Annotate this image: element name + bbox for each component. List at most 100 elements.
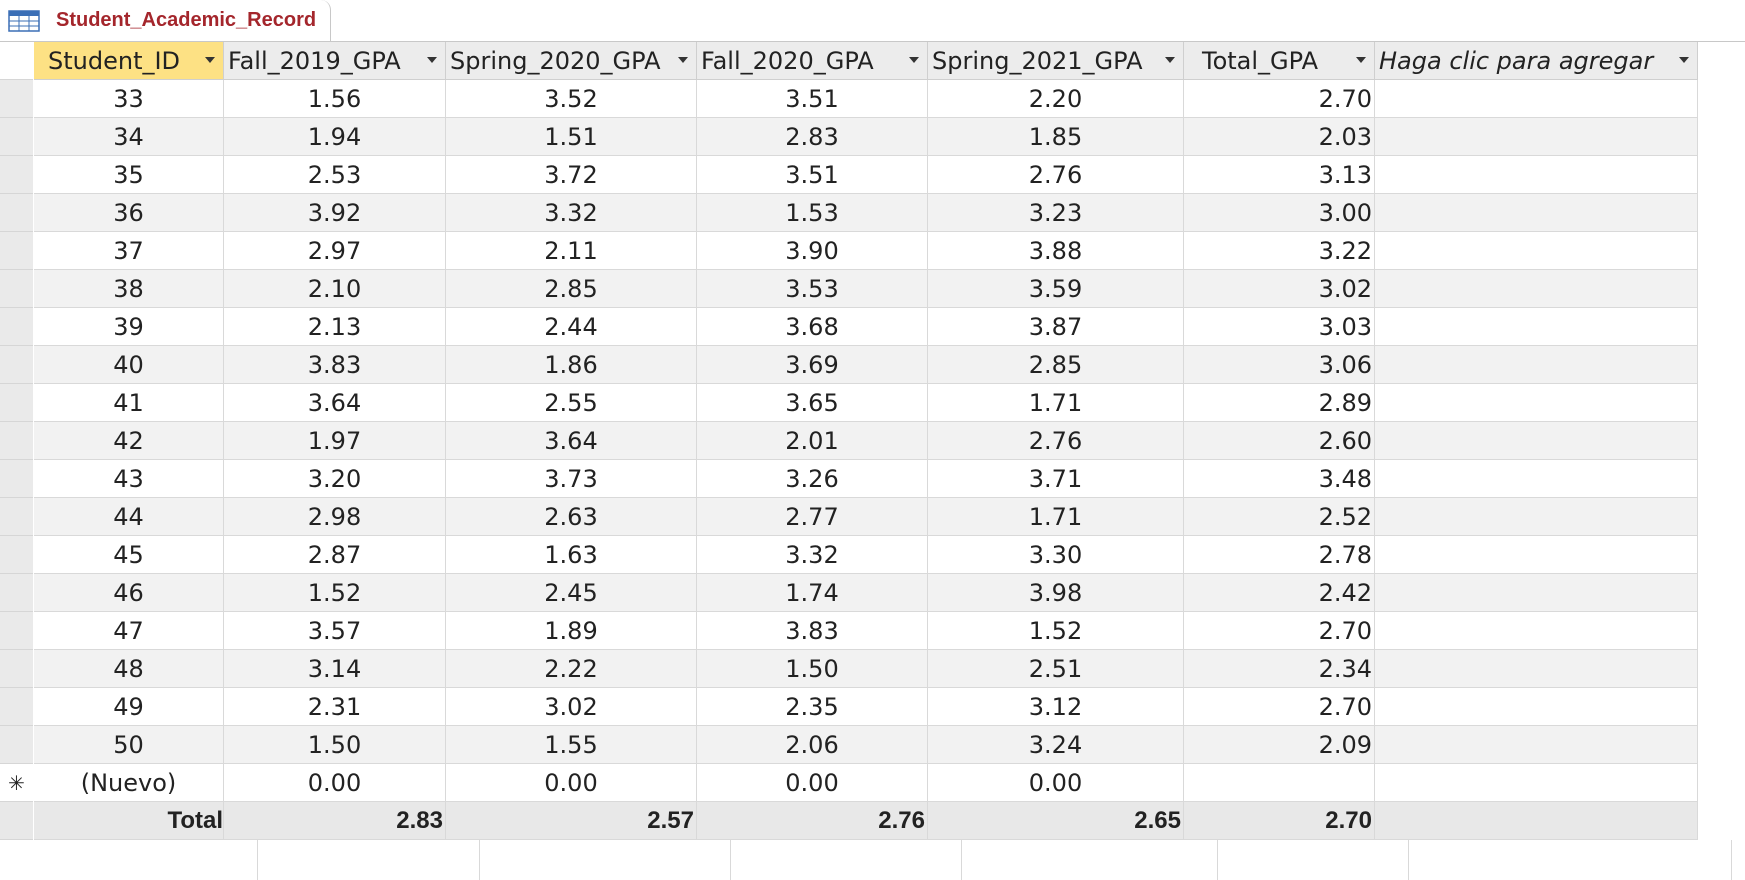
cell-student-id[interactable]: 34 — [34, 118, 224, 156]
cell-add-field[interactable] — [1375, 270, 1698, 308]
cell-add-field[interactable] — [1375, 422, 1698, 460]
cell-spring-2021-gpa[interactable]: 2.51 — [928, 650, 1184, 688]
cell-fall-2019-gpa[interactable]: 0.00 — [224, 764, 446, 802]
cell-fall-2019-gpa[interactable]: 2.87 — [224, 536, 446, 574]
cell-fall-2020-gpa[interactable]: 0.00 — [697, 764, 928, 802]
cell-fall-2020-gpa[interactable]: 3.32 — [697, 536, 928, 574]
record-selector[interactable] — [0, 536, 33, 574]
cell-spring-2021-gpa[interactable]: 3.30 — [928, 536, 1184, 574]
record-selector[interactable] — [0, 384, 33, 422]
cell-total-gpa[interactable] — [1184, 764, 1375, 802]
cell-spring-2020-gpa[interactable]: 1.55 — [446, 726, 697, 764]
cell-spring-2021-gpa[interactable]: 3.24 — [928, 726, 1184, 764]
cell-spring-2021-gpa[interactable]: 3.59 — [928, 270, 1184, 308]
cell-fall-2019-gpa[interactable]: 1.52 — [224, 574, 446, 612]
total-row-selector[interactable] — [0, 802, 33, 840]
column-header-add-field[interactable]: Haga clic para agregar — [1375, 42, 1698, 80]
cell-fall-2019-gpa[interactable]: 1.97 — [224, 422, 446, 460]
total-cell-add-field[interactable] — [1375, 802, 1698, 840]
cell-student-id[interactable]: 49 — [34, 688, 224, 726]
cell-total-gpa[interactable]: 3.13 — [1184, 156, 1375, 194]
cell-total-gpa[interactable]: 2.42 — [1184, 574, 1375, 612]
record-selector[interactable] — [0, 346, 33, 384]
chevron-down-icon[interactable] — [205, 57, 215, 63]
column-header-fall-2020-gpa[interactable]: Fall_2020_GPA — [697, 42, 928, 80]
chevron-down-icon[interactable] — [1356, 57, 1366, 63]
column-header-total-gpa[interactable]: Total_GPA — [1184, 42, 1375, 80]
record-selector[interactable] — [0, 460, 33, 498]
cell-fall-2019-gpa[interactable]: 3.92 — [224, 194, 446, 232]
cell-fall-2020-gpa[interactable]: 1.74 — [697, 574, 928, 612]
record-selector[interactable] — [0, 650, 33, 688]
record-selector[interactable] — [0, 232, 33, 270]
cell-add-field[interactable] — [1375, 308, 1698, 346]
cell-total-gpa[interactable]: 2.09 — [1184, 726, 1375, 764]
cell-fall-2019-gpa[interactable]: 2.10 — [224, 270, 446, 308]
cell-total-gpa[interactable]: 2.03 — [1184, 118, 1375, 156]
cell-spring-2020-gpa[interactable]: 3.64 — [446, 422, 697, 460]
cell-fall-2020-gpa[interactable]: 2.35 — [697, 688, 928, 726]
cell-student-id[interactable]: 33 — [34, 80, 224, 118]
cell-student-id[interactable]: 48 — [34, 650, 224, 688]
cell-spring-2020-gpa[interactable]: 1.86 — [446, 346, 697, 384]
cell-total-gpa[interactable]: 2.34 — [1184, 650, 1375, 688]
cell-student-id[interactable]: 35 — [34, 156, 224, 194]
record-selector[interactable] — [0, 270, 33, 308]
cell-add-field[interactable] — [1375, 650, 1698, 688]
cell-spring-2021-gpa[interactable]: 1.71 — [928, 384, 1184, 422]
cell-spring-2021-gpa[interactable]: 2.76 — [928, 422, 1184, 460]
cell-total-gpa[interactable]: 3.06 — [1184, 346, 1375, 384]
chevron-down-icon[interactable] — [427, 57, 437, 63]
total-cell-spring-2021-gpa[interactable]: 2.65 — [928, 802, 1184, 840]
chevron-down-icon[interactable] — [678, 57, 688, 63]
record-selector[interactable]: ✳ — [0, 764, 33, 802]
cell-spring-2020-gpa[interactable]: 2.85 — [446, 270, 697, 308]
cell-total-gpa[interactable]: 2.78 — [1184, 536, 1375, 574]
cell-student-id[interactable]: (Nuevo) — [34, 764, 224, 802]
record-selector[interactable] — [0, 498, 33, 536]
cell-fall-2020-gpa[interactable]: 3.51 — [697, 156, 928, 194]
cell-fall-2020-gpa[interactable]: 3.83 — [697, 612, 928, 650]
cell-total-gpa[interactable]: 3.22 — [1184, 232, 1375, 270]
cell-add-field[interactable] — [1375, 384, 1698, 422]
cell-spring-2020-gpa[interactable]: 2.55 — [446, 384, 697, 422]
document-tab[interactable]: Student_Academic_Record — [0, 0, 331, 42]
record-selector[interactable] — [0, 422, 33, 460]
cell-student-id[interactable]: 42 — [34, 422, 224, 460]
cell-fall-2019-gpa[interactable]: 1.56 — [224, 80, 446, 118]
cell-fall-2020-gpa[interactable]: 2.01 — [697, 422, 928, 460]
cell-spring-2020-gpa[interactable]: 2.11 — [446, 232, 697, 270]
cell-fall-2019-gpa[interactable]: 2.53 — [224, 156, 446, 194]
cell-add-field[interactable] — [1375, 232, 1698, 270]
chevron-down-icon[interactable] — [1165, 57, 1175, 63]
column-header-fall-2019-gpa[interactable]: Fall_2019_GPA — [224, 42, 446, 80]
cell-spring-2020-gpa[interactable]: 1.89 — [446, 612, 697, 650]
cell-fall-2020-gpa[interactable]: 3.69 — [697, 346, 928, 384]
cell-student-id[interactable]: 39 — [34, 308, 224, 346]
cell-total-gpa[interactable]: 3.02 — [1184, 270, 1375, 308]
cell-add-field[interactable] — [1375, 764, 1698, 802]
cell-student-id[interactable]: 40 — [34, 346, 224, 384]
cell-fall-2019-gpa[interactable]: 3.14 — [224, 650, 446, 688]
cell-student-id[interactable]: 47 — [34, 612, 224, 650]
cell-fall-2019-gpa[interactable]: 2.13 — [224, 308, 446, 346]
cell-add-field[interactable] — [1375, 612, 1698, 650]
cell-fall-2020-gpa[interactable]: 3.53 — [697, 270, 928, 308]
cell-spring-2020-gpa[interactable]: 3.72 — [446, 156, 697, 194]
cell-student-id[interactable]: 41 — [34, 384, 224, 422]
cell-student-id[interactable]: 37 — [34, 232, 224, 270]
cell-add-field[interactable] — [1375, 460, 1698, 498]
cell-spring-2020-gpa[interactable]: 3.02 — [446, 688, 697, 726]
cell-total-gpa[interactable]: 2.60 — [1184, 422, 1375, 460]
cell-spring-2020-gpa[interactable]: 2.63 — [446, 498, 697, 536]
cell-student-id[interactable]: 44 — [34, 498, 224, 536]
cell-total-gpa[interactable]: 2.52 — [1184, 498, 1375, 536]
cell-fall-2020-gpa[interactable]: 2.06 — [697, 726, 928, 764]
cell-spring-2021-gpa[interactable]: 2.20 — [928, 80, 1184, 118]
total-cell-spring-2020-gpa[interactable]: 2.57 — [446, 802, 697, 840]
cell-total-gpa[interactable]: 2.70 — [1184, 688, 1375, 726]
column-header-spring-2021-gpa[interactable]: Spring_2021_GPA — [928, 42, 1184, 80]
cell-spring-2020-gpa[interactable]: 3.32 — [446, 194, 697, 232]
cell-fall-2019-gpa[interactable]: 1.50 — [224, 726, 446, 764]
cell-student-id[interactable]: 38 — [34, 270, 224, 308]
